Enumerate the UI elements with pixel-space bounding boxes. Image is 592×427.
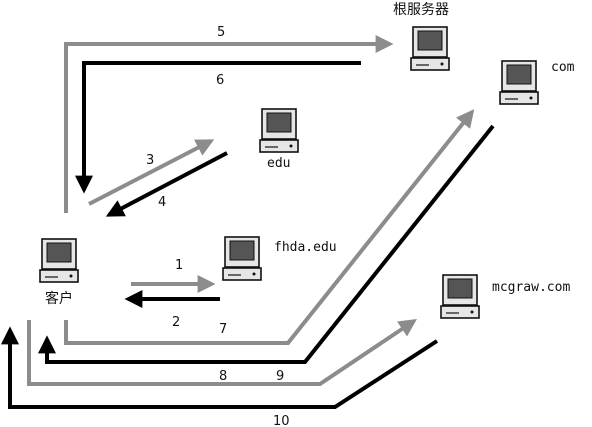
step-7-label: 7 (219, 322, 227, 337)
step-2-label: 2 (172, 315, 180, 330)
fhda-server-label: fhda.edu (274, 240, 337, 255)
edu-server-label: edu (267, 156, 290, 171)
step-6-label: 6 (216, 73, 224, 88)
arrow-step-9 (27, 318, 417, 386)
mcgraw-server-label: mcgraw.com (492, 280, 570, 295)
edu-server-icon (259, 108, 299, 153)
arrow-step-8 (38, 124, 495, 364)
mcgraw-server-icon (440, 274, 480, 319)
step-3-label: 3 (146, 153, 154, 168)
root-server-label: 根服务器 (393, 2, 449, 18)
step-9-label: 9 (276, 369, 284, 384)
arrow-step-7 (64, 109, 475, 345)
step-10-label: 10 (273, 414, 290, 427)
client-computer-icon (39, 238, 79, 283)
root-server-icon (410, 26, 450, 71)
arrow-step-3 (88, 139, 215, 206)
client-label: 客户 (45, 290, 73, 307)
arrow-step-10 (1, 326, 439, 409)
step-8-label: 8 (219, 369, 227, 384)
arrow-step-4 (105, 151, 228, 217)
com-server-label: com (551, 60, 575, 75)
com-server-icon (499, 60, 539, 105)
step-5-label: 5 (217, 25, 225, 40)
arrow-step-6 (75, 61, 361, 194)
step-1-label: 1 (175, 258, 183, 273)
arrow-step-5 (64, 35, 394, 213)
fhda-server-icon (222, 236, 262, 281)
step-4-label: 4 (158, 195, 166, 210)
